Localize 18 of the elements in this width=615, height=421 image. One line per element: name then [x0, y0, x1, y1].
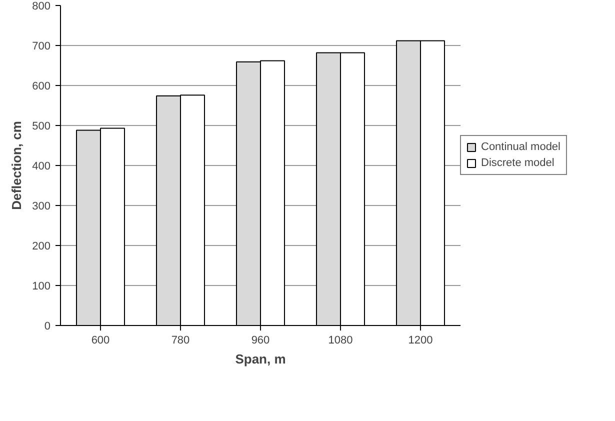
y-tick-label: 200 [32, 240, 51, 252]
y-tick-label: 300 [32, 200, 51, 212]
y-tick-label: 100 [32, 280, 51, 292]
y-tick-label: 500 [32, 120, 51, 132]
x-tick-label: 960 [251, 334, 270, 346]
y-tick-label: 400 [32, 160, 51, 172]
y-tick-label: 700 [32, 40, 51, 52]
y-axis-title: Deflection, cm [9, 121, 24, 210]
x-tick-label: 780 [171, 334, 190, 346]
legend-label: Continual model [481, 141, 560, 153]
x-tick-label: 600 [91, 334, 110, 346]
x-tick-label: 1200 [408, 334, 433, 346]
legend-label: Discrete model [481, 157, 554, 169]
y-tick-label: 600 [32, 80, 51, 92]
y-tick-label: 800 [32, 0, 51, 12]
x-tick-label: 1080 [328, 334, 353, 346]
y-tick-label: 0 [44, 320, 51, 332]
x-axis-title: Span, m [235, 352, 286, 366]
